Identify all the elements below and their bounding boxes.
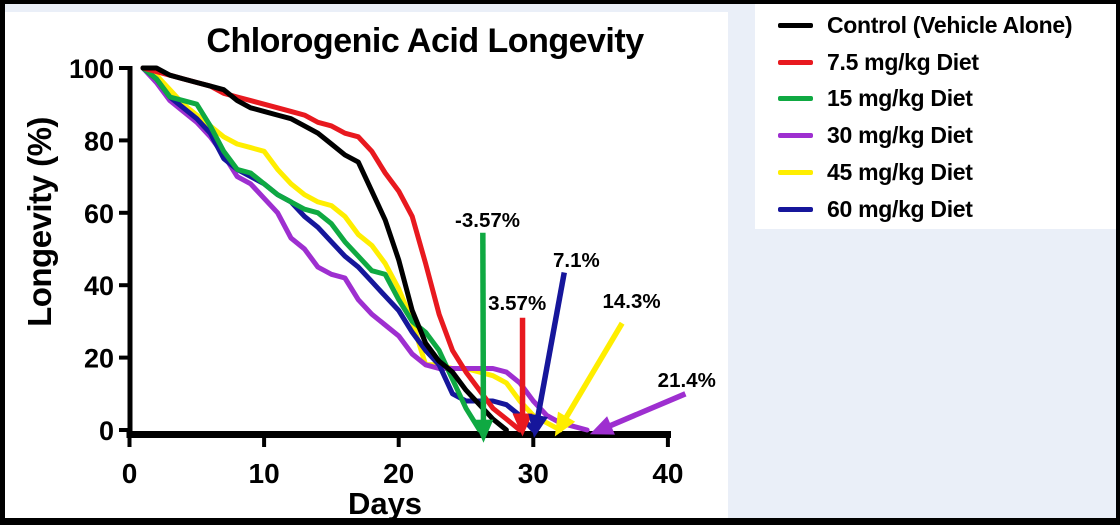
x-tick-label: 0 — [122, 458, 138, 489]
legend-item-label: 7.5 mg/kg Diet — [827, 48, 979, 75]
legend-item: 45 mg/kg Diet — [755, 154, 1116, 191]
legend-line-swatch-icon — [778, 133, 813, 139]
annotation-arrowhead-icon — [528, 413, 548, 438]
legend-line-swatch-icon — [778, 170, 813, 176]
y-tick-label: 40 — [84, 271, 114, 301]
y-tick-label: 80 — [84, 126, 114, 156]
legend-line-swatch-icon — [778, 22, 813, 28]
annotation-label: 14.3% — [602, 290, 660, 313]
annotation-arrowhead-icon — [554, 411, 576, 437]
legend-item-label: 15 mg/kg Diet — [827, 85, 973, 112]
x-tick-label: 40 — [652, 458, 683, 489]
legend-item-label: 45 mg/kg Diet — [827, 159, 973, 186]
legend-item-label: 30 mg/kg Diet — [827, 122, 973, 149]
legend-item-label: 60 mg/kg Diet — [827, 195, 973, 222]
annotation-arrow-shaft — [606, 391, 687, 430]
y-tick-label: 0 — [99, 416, 114, 446]
frame-border-bottom — [0, 518, 1120, 525]
curve-control-vehicle-alone — [140, 65, 509, 433]
annotation-label: -3.57% — [455, 209, 520, 232]
legend-line-swatch-icon — [778, 96, 813, 102]
annotation-label: 3.57% — [488, 292, 546, 315]
annotation-arrow-shaft — [534, 272, 567, 420]
frame-border-right — [1116, 0, 1120, 525]
x-tick-label: 10 — [249, 458, 280, 489]
y-tick-label: 60 — [84, 199, 114, 229]
frame-border-left — [0, 0, 5, 525]
chart-title: Chlorogenic Acid Longevity — [206, 22, 644, 60]
x-axis-label: Days — [347, 486, 423, 521]
annotation-arrow-shaft — [480, 232, 487, 424]
annotation-arrowhead-icon — [589, 416, 615, 435]
legend-item-label: Control (Vehicle Alone) — [827, 11, 1073, 38]
annotation-arrowhead-icon — [473, 419, 494, 443]
curve-15-mg-kg-diet — [140, 65, 482, 433]
y-tick-label: 100 — [69, 54, 114, 84]
x-tick-label: 30 — [518, 458, 549, 489]
legend-panel: Control (Vehicle Alone) 7.5 mg/kg Diet 15 … — [755, 4, 1116, 229]
frame-border-top — [0, 0, 1120, 4]
legend-item: 7.5 mg/kg Diet — [755, 44, 1116, 81]
annotation-arrow-shaft — [562, 321, 625, 422]
curve-60-mg-kg-diet — [140, 65, 536, 433]
x-tick-label: 20 — [383, 458, 414, 489]
legend-item: Control (Vehicle Alone) — [755, 7, 1116, 44]
legend-line-swatch-icon — [778, 59, 813, 65]
y-tick-label: 20 — [84, 344, 114, 374]
annotation-label: 7.1% — [553, 249, 600, 272]
y-axis-label: Longevity (%) — [21, 117, 58, 327]
legend-item: 60 mg/kg Diet — [755, 191, 1116, 228]
annotation-label: 21.4% — [658, 369, 716, 392]
annotation-arrowhead-icon — [512, 413, 533, 437]
legend-item: 15 mg/kg Diet — [755, 81, 1116, 118]
legend-item: 30 mg/kg Diet — [755, 117, 1116, 154]
legend-line-swatch-icon — [778, 206, 813, 212]
